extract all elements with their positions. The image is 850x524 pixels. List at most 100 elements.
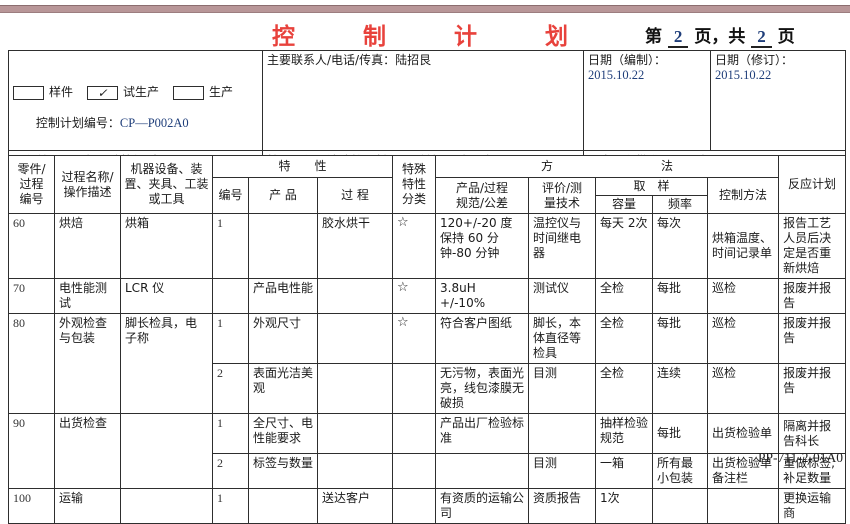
- cell-process-name: 烘焙: [54, 213, 121, 279]
- cell-product: 标签与数量: [248, 453, 318, 489]
- cell-num: 2: [212, 453, 249, 489]
- col-header-part-process-no: 零件/ 过程 编号: [8, 155, 55, 214]
- cell-sample-size: 全检: [595, 313, 653, 364]
- special-characteristic-star: ☆: [392, 213, 436, 279]
- special-characteristic-star: [392, 453, 436, 489]
- cell-sample-freq: [652, 488, 708, 524]
- cell-sample-freq: 每次: [652, 213, 708, 279]
- page-mid: 页，共: [694, 27, 746, 47]
- trial-production-checkbox-label: 试生产: [123, 85, 160, 99]
- col-header-control-method: 控制方法: [706, 177, 780, 214]
- col-header-size: 容量: [595, 195, 653, 214]
- cell-control-method: [706, 488, 780, 524]
- control-plan-number: 控制计划编号：CP—P002A0: [36, 116, 189, 130]
- col-header-spec: 产品/过程 规范/公差: [435, 177, 529, 214]
- cell-spec: [435, 453, 529, 489]
- cell-reaction-plan: 报废并报告: [778, 278, 847, 314]
- special-characteristic-star: ☆: [392, 313, 436, 364]
- cell-control-method: 巡检: [706, 278, 780, 314]
- trial-production-checkbox[interactable]: ✓: [87, 85, 119, 100]
- cell-machine: LCR 仪: [120, 278, 213, 314]
- cell-machine: [120, 413, 213, 489]
- page-total: 2: [751, 27, 772, 48]
- cell-process: [317, 363, 393, 414]
- special-characteristic-star: ☆: [392, 278, 436, 314]
- group-header-methods: 方 法: [434, 155, 780, 178]
- cell-sample-freq: 每批: [652, 313, 708, 364]
- decorative-top-bar: [0, 5, 850, 13]
- cell-evaluation: 目测: [528, 363, 596, 414]
- col-header-machine: 机器设备、装置、夹具、工装或工具: [120, 155, 213, 214]
- cell-sample-freq: 每批: [652, 278, 708, 314]
- cell-process-no: 70: [8, 278, 55, 314]
- table-row: 80 外观检查与包装 脚长检具，电子称 1 外观尺寸 ☆ 符合客户图纸 脚长，本…: [8, 313, 847, 414]
- cell-machine: [120, 488, 213, 524]
- group-header-characteristics: 特 性: [212, 155, 393, 178]
- phase-checkbox-row: 样件 ✓ 试生产 生产: [13, 84, 258, 101]
- cell-sample-size: 每天 2次: [595, 213, 653, 279]
- cell-process: 送达客户: [317, 488, 393, 524]
- cell-product: 产品电性能: [248, 278, 318, 314]
- table-row: 70 电性能测试 LCR 仪 产品电性能 ☆ 3.8uH +/-10% 测试仪 …: [8, 278, 847, 314]
- cell-sample-freq: 连续: [652, 363, 708, 414]
- production-checkbox-label: 生产: [209, 85, 234, 99]
- date-created-label: 日期（编制）：: [588, 53, 667, 67]
- cell-sample-freq: 所有最小包装: [652, 453, 708, 489]
- cell-product: 表面光洁美观: [248, 363, 318, 414]
- cell-sample-size: 1次: [595, 488, 653, 524]
- cell-machine: 脚长检具，电子称: [120, 313, 213, 414]
- col-header-product: 产 品: [248, 177, 318, 214]
- cell-spec: 3.8uH +/-10%: [435, 278, 529, 314]
- sample-checkbox-label: 样件: [49, 85, 74, 99]
- cell-reaction-plan: 隔离并报告科长: [778, 413, 847, 454]
- production-checkbox[interactable]: [173, 85, 205, 100]
- document-code: PP-711-2-01A0: [757, 450, 843, 465]
- date-created-value: 2015.10.22: [588, 68, 645, 82]
- page-current: 2: [667, 27, 689, 48]
- date-revised-value: 2015.10.22: [715, 68, 772, 82]
- date-created-cell: 日期（编制）：2015.10.22: [583, 50, 712, 151]
- cell-evaluation: 测试仪: [528, 278, 596, 314]
- special-characteristic-star: [392, 363, 436, 414]
- date-revised-cell: 日期（修订）：2015.10.22: [710, 50, 847, 151]
- page-suffix: 页: [777, 27, 795, 47]
- cell-process: [317, 413, 393, 454]
- col-header-num: 编号: [212, 177, 249, 214]
- cell-product: 外观尺寸: [248, 313, 318, 364]
- col-header-evaluation: 评价/测 量技术: [528, 177, 596, 214]
- cell-control-method: 烘箱温度、时间记录单: [706, 213, 780, 279]
- cell-process-name: 运输: [54, 488, 121, 524]
- cell-spec: 产品出厂检验标准: [435, 413, 529, 454]
- sample-checkbox[interactable]: [13, 85, 44, 100]
- date-revised-label: 日期（修订）：: [715, 53, 794, 67]
- cell-sample-size: 抽样检验规范: [595, 413, 653, 454]
- table-row: 2 表面光洁美观 无污物，表面光亮，线包漆膜无破损 目测 全检 连续 巡检 报废…: [9, 363, 847, 414]
- cell-evaluation: 目测: [528, 453, 596, 489]
- cell-num: [212, 278, 249, 314]
- cell-num: 1: [212, 213, 249, 279]
- cell-process: [317, 278, 393, 314]
- cell-reaction-plan: 更换运输商: [778, 488, 847, 524]
- cell-product: 全尺寸、电性能要求: [248, 413, 318, 454]
- control-plan-number-value: CP—P002A0: [119, 116, 189, 130]
- cell-machine: 烘箱: [120, 213, 213, 279]
- cell-reaction-plan: 报废并报告: [778, 363, 847, 414]
- cell-control-method: 巡检: [706, 363, 780, 414]
- contact-cell: 主要联系人/电话/传真：陆招艮: [262, 50, 585, 151]
- cell-spec: 有资质的运输公司: [435, 488, 529, 524]
- phase-and-plan-no-cell: 样件 ✓ 试生产 生产 控制计划编号：CP—P002A0: [7, 50, 264, 151]
- control-plan-table: 零件/ 过程 编号 过程名称/ 操作描述 机器设备、装置、夹具、工装或工具 特 …: [8, 155, 847, 524]
- cell-reaction-plan: 报告工艺人员后决定是否重新烘焙: [778, 213, 847, 279]
- cell-sample-freq: 每批: [652, 413, 708, 454]
- cell-control-method: 出货检验单: [706, 413, 780, 454]
- col-header-freq: 频率: [652, 195, 708, 214]
- col-header-reaction-plan: 反应计划: [778, 155, 847, 214]
- cell-num: 2: [212, 363, 249, 414]
- cell-process-no: 90: [8, 413, 55, 489]
- cell-sample-size: 一箱: [595, 453, 653, 489]
- cell-num: 1: [212, 413, 249, 454]
- cell-product: [248, 488, 318, 524]
- cell-reaction-plan: 报废并报告: [778, 313, 847, 364]
- special-characteristic-star: [392, 413, 436, 454]
- cell-process: [317, 313, 393, 364]
